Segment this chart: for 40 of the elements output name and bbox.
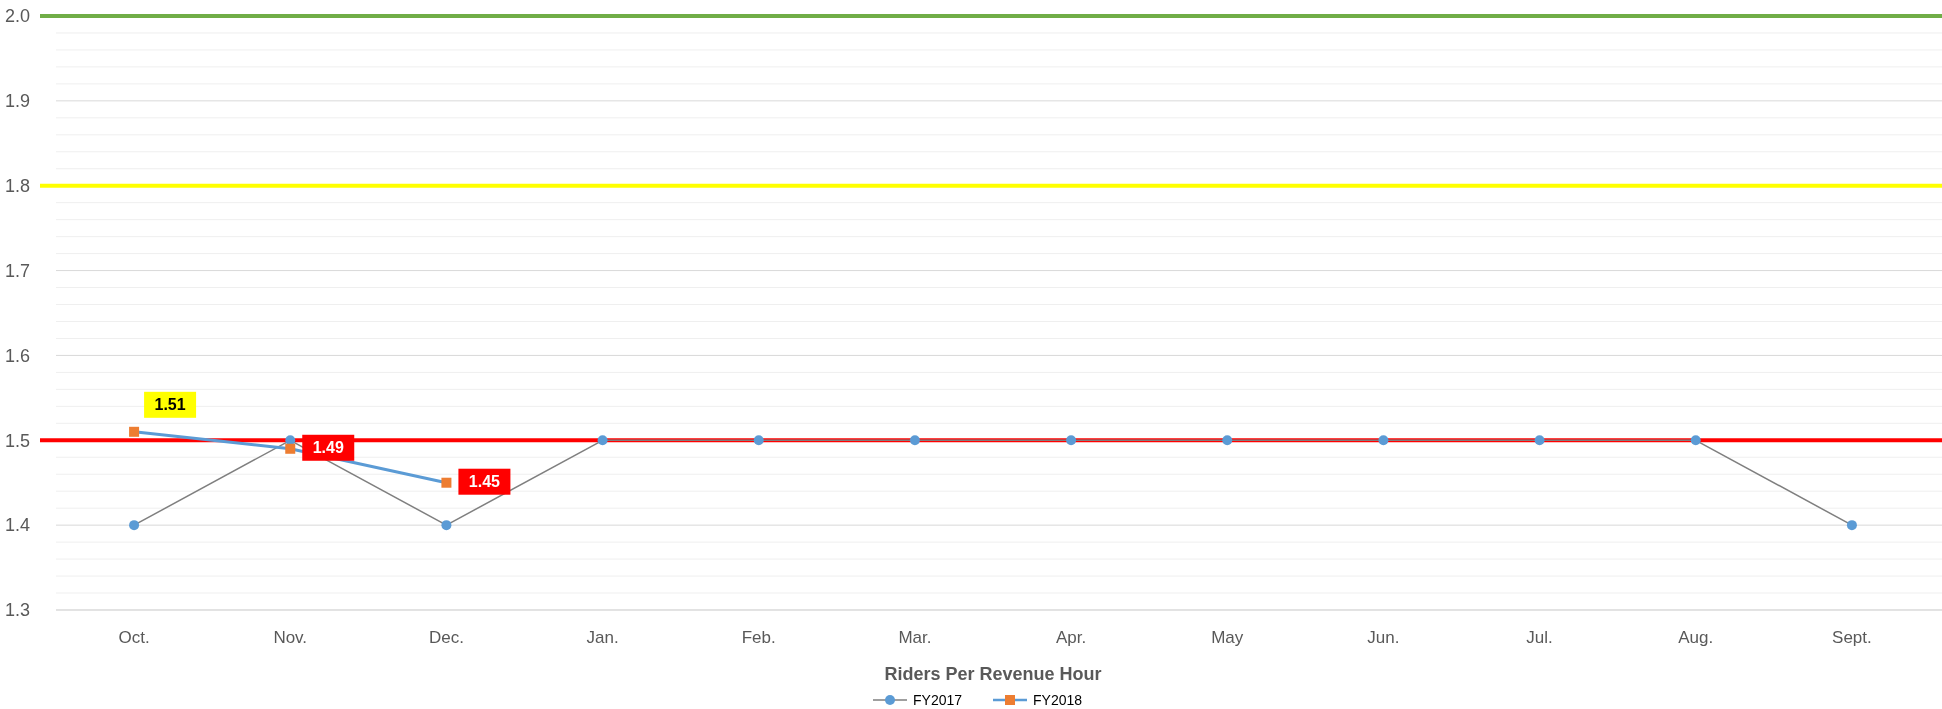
data-label: 1.45 <box>468 473 501 491</box>
point <box>129 426 140 437</box>
x-tick-label: Dec. <box>428 628 464 647</box>
legend-label: FY2018 <box>1033 691 1083 708</box>
y-tick-label: 1.4 <box>4 515 30 536</box>
x-tick-label: Nov. <box>273 628 308 647</box>
data-label: 1.51 <box>154 396 186 414</box>
x-tick-label: Feb. <box>741 628 776 647</box>
data-label: 1.49 <box>312 439 344 457</box>
legend-label: FY2017 <box>913 691 963 708</box>
point <box>285 443 296 454</box>
x-tick-label: May <box>1211 628 1244 647</box>
y-tick-label: 1.3 <box>4 600 30 621</box>
x-tick-label: Jul. <box>1526 628 1553 647</box>
x-tick-label: Apr. <box>1055 628 1087 647</box>
y-tick-label: 1.8 <box>4 176 30 197</box>
x-tick-label: Sept. <box>1832 628 1872 647</box>
point <box>1690 435 1701 446</box>
y-tick-label: 2.0 <box>4 6 30 27</box>
x-tick-label: Mar. <box>898 628 932 647</box>
x-tick-label: Jun. <box>1367 628 1400 647</box>
x-tick-label: Aug. <box>1678 628 1714 647</box>
point <box>909 435 920 446</box>
x-axis-title: Riders Per Revenue Hour <box>884 664 1102 684</box>
point <box>1534 435 1545 446</box>
point <box>1066 435 1077 446</box>
point <box>753 435 764 446</box>
y-tick-label: 1.7 <box>4 260 30 281</box>
x-tick-label: Oct. <box>118 628 150 647</box>
point <box>1222 435 1233 446</box>
point <box>129 520 140 531</box>
point <box>1846 520 1857 531</box>
y-tick-label: 1.5 <box>4 430 30 451</box>
point <box>441 477 452 488</box>
point <box>597 435 608 446</box>
point <box>441 520 452 531</box>
y-tick-label: 1.6 <box>4 345 30 366</box>
y-tick-label: 1.9 <box>4 91 30 112</box>
point <box>1378 435 1389 446</box>
x-tick-label: Jan. <box>586 628 619 647</box>
